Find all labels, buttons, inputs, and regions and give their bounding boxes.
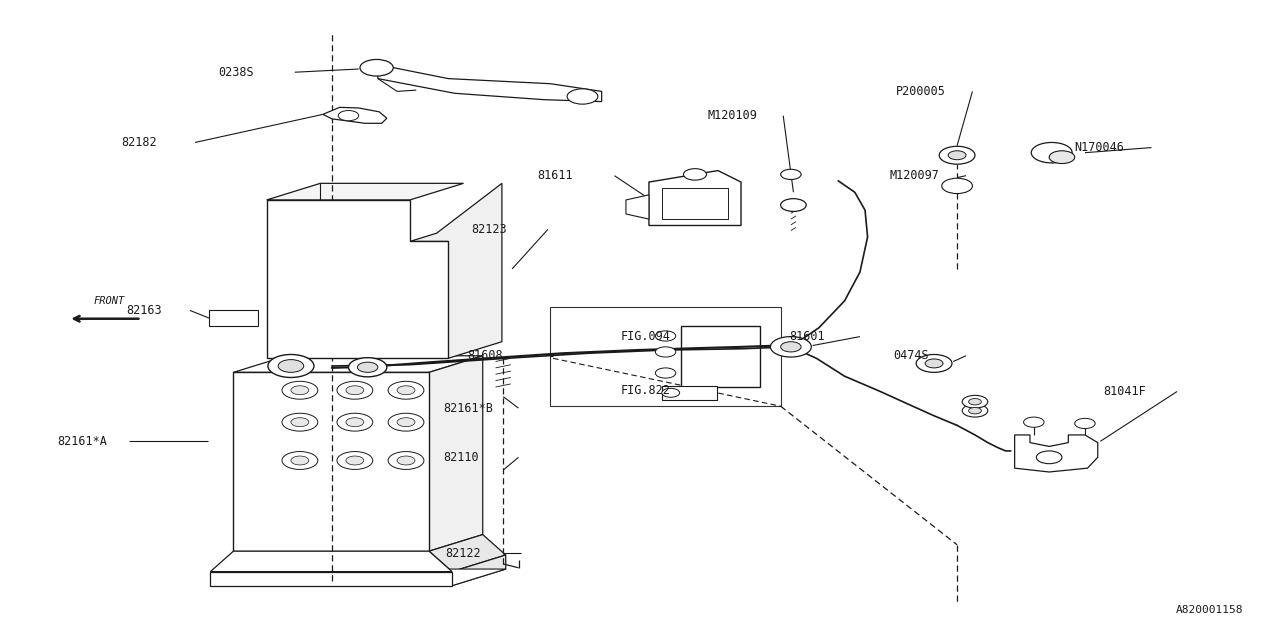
Text: A820001158: A820001158 (1176, 605, 1243, 615)
Circle shape (291, 386, 308, 395)
Circle shape (268, 355, 314, 378)
Circle shape (655, 347, 676, 357)
Polygon shape (323, 108, 387, 124)
Polygon shape (681, 326, 760, 387)
Text: 82161*A: 82161*A (56, 435, 106, 448)
Circle shape (567, 89, 598, 104)
Circle shape (655, 331, 676, 341)
Circle shape (655, 368, 676, 378)
Circle shape (388, 413, 424, 431)
Circle shape (1050, 151, 1075, 164)
Circle shape (357, 362, 378, 372)
Text: FRONT: FRONT (93, 296, 125, 306)
Circle shape (388, 452, 424, 469)
Polygon shape (266, 183, 463, 200)
Polygon shape (429, 356, 483, 551)
Text: M120109: M120109 (708, 109, 758, 122)
Text: 82110: 82110 (443, 451, 479, 464)
Circle shape (1024, 417, 1044, 428)
Polygon shape (378, 65, 602, 102)
Text: 81608: 81608 (467, 349, 503, 362)
Circle shape (684, 169, 707, 180)
Circle shape (346, 386, 364, 395)
Text: 81611: 81611 (538, 169, 573, 182)
Text: FIG.822: FIG.822 (621, 384, 671, 397)
Polygon shape (209, 310, 257, 326)
Polygon shape (233, 372, 429, 551)
Text: 82122: 82122 (445, 547, 481, 559)
Circle shape (337, 413, 372, 431)
Polygon shape (429, 534, 506, 572)
Circle shape (360, 60, 393, 76)
Circle shape (278, 360, 303, 372)
Circle shape (948, 151, 966, 160)
Circle shape (940, 147, 975, 164)
Text: 81041F: 81041F (1103, 385, 1146, 398)
Polygon shape (626, 195, 649, 219)
Circle shape (338, 111, 358, 121)
Circle shape (337, 452, 372, 469)
Text: 0238S: 0238S (218, 66, 253, 79)
Circle shape (781, 170, 801, 179)
Circle shape (388, 381, 424, 399)
Polygon shape (210, 569, 506, 586)
Text: 82123: 82123 (471, 223, 507, 236)
Text: 82161*B: 82161*B (443, 402, 493, 415)
Circle shape (1037, 451, 1062, 464)
Text: 82182: 82182 (120, 136, 156, 149)
Circle shape (397, 386, 415, 395)
Text: 82163: 82163 (125, 304, 161, 317)
Circle shape (346, 418, 364, 427)
Text: M120097: M120097 (890, 169, 940, 182)
Circle shape (781, 342, 801, 352)
Polygon shape (210, 551, 452, 572)
Circle shape (291, 418, 308, 427)
Polygon shape (452, 555, 506, 586)
Polygon shape (1015, 435, 1098, 472)
Text: FIG.094: FIG.094 (621, 330, 671, 343)
Circle shape (346, 456, 364, 465)
Circle shape (282, 413, 317, 431)
Circle shape (291, 456, 308, 465)
Circle shape (771, 337, 812, 357)
Circle shape (963, 396, 988, 408)
Circle shape (337, 381, 372, 399)
Circle shape (662, 388, 680, 397)
Circle shape (348, 358, 387, 377)
Circle shape (1075, 419, 1096, 429)
Circle shape (397, 456, 415, 465)
Circle shape (916, 355, 952, 372)
Text: 0474S: 0474S (893, 349, 929, 362)
Text: N170046: N170046 (1075, 141, 1125, 154)
Circle shape (781, 198, 806, 211)
Circle shape (969, 408, 982, 414)
Polygon shape (662, 386, 717, 400)
Polygon shape (410, 183, 502, 358)
Polygon shape (266, 200, 448, 358)
Circle shape (925, 359, 943, 368)
Polygon shape (210, 572, 452, 586)
Circle shape (1032, 143, 1073, 163)
Text: 81601: 81601 (790, 330, 826, 343)
Circle shape (397, 418, 415, 427)
Circle shape (282, 452, 317, 469)
Circle shape (942, 178, 973, 193)
Polygon shape (649, 171, 741, 225)
Polygon shape (233, 356, 483, 372)
Circle shape (282, 381, 317, 399)
Circle shape (969, 399, 982, 405)
Circle shape (963, 404, 988, 417)
Text: P200005: P200005 (896, 85, 946, 98)
